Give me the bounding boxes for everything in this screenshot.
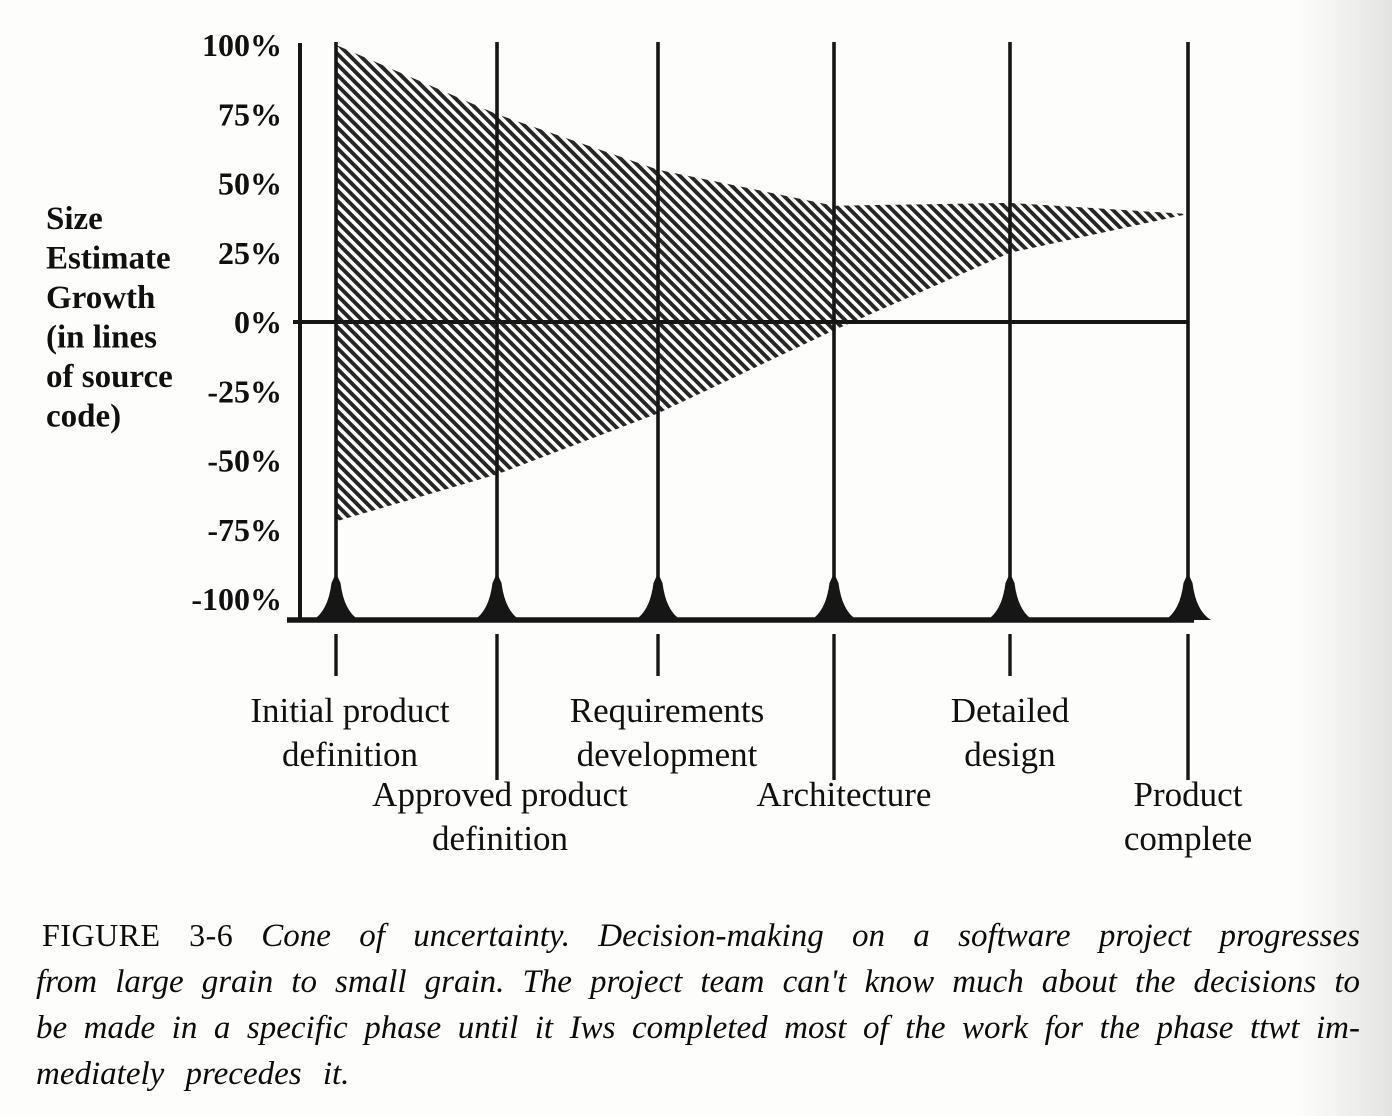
y-tick--50%: -50% — [207, 443, 282, 479]
milestone-marker-triangle-0 — [313, 573, 359, 620]
milestone-label-4: Detailed — [951, 691, 1070, 730]
milestone-marker-triangle-4 — [987, 573, 1033, 620]
milestone-marker-triangle-3 — [811, 573, 857, 620]
milestone-marker-triangle-2 — [635, 573, 681, 620]
caption-line: be made in a specific phase until it Iws… — [36, 1010, 1360, 1046]
figure-caption: FIGURE 3-6 Cone of uncertainty. Decision-… — [36, 912, 1360, 1097]
y-tick-100%: 100% — [202, 27, 282, 63]
y-tick-0%: 0% — [234, 304, 282, 340]
y-axis-title: Size — [46, 201, 103, 237]
milestone-label-1: definition — [432, 819, 568, 858]
uncertainty-cone-area — [336, 45, 1188, 522]
caption-line: mediately precedes it. — [36, 1056, 350, 1092]
y-tick-50%: 50% — [218, 166, 282, 202]
milestone-label-0: Initial product — [250, 691, 450, 730]
y-tick-75%: 75% — [218, 96, 282, 132]
milestone-label-2: development — [577, 735, 758, 774]
milestone-label-5: Product — [1134, 775, 1243, 814]
caption-line: from large grain to small grain. The pro… — [36, 964, 1360, 1000]
y-tick--100%: -100% — [191, 581, 282, 617]
milestone-label-1: Approved product — [372, 775, 628, 814]
y-axis-title: Growth — [46, 280, 155, 316]
y-axis-title: Estimate — [46, 241, 171, 277]
milestone-label-2: Requirements — [570, 691, 764, 730]
figure-number: FIGURE 3-6 — [42, 917, 234, 953]
caption-text-line1: Cone of uncertainty. Decision-making on … — [261, 918, 1360, 954]
y-tick-25%: 25% — [218, 235, 282, 271]
milestone-label-3: Architecture — [757, 775, 932, 814]
y-tick--75%: -75% — [207, 512, 282, 548]
milestone-marker-triangle-1 — [474, 573, 520, 620]
caption-line: FIGURE 3-6 Cone of uncertainty. Decision-… — [36, 912, 1360, 959]
milestone-label-0: definition — [282, 735, 418, 774]
milestone-marker-triangle-5 — [1165, 573, 1211, 620]
y-tick--25%: -25% — [207, 373, 282, 409]
y-axis-title: (in lines — [46, 320, 157, 356]
y-axis-title: of source — [46, 359, 173, 395]
y-axis-title: code) — [46, 399, 121, 435]
milestone-label-5: complete — [1124, 819, 1252, 858]
milestone-label-4: design — [964, 735, 1055, 774]
